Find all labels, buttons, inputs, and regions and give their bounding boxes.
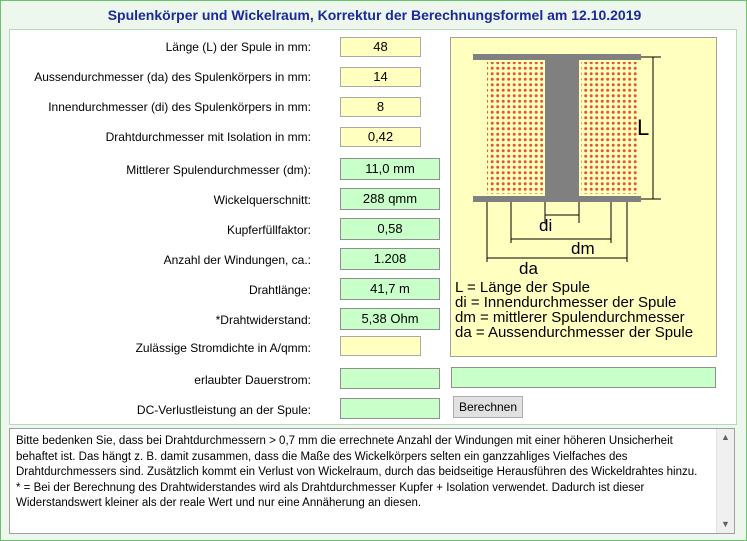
inner-diameter-input[interactable]: 8 [340, 97, 421, 117]
length-input[interactable]: 48 [340, 37, 421, 57]
notes-text: Bitte bedenken Sie, dass bei Drahtdurchm… [16, 434, 706, 512]
outer-diameter-label: Aussendurchmesser (da) des Spulenkörpers… [34, 70, 311, 84]
current-density-label: Zulässige Stromdichte in A/qmm: [135, 341, 311, 355]
permitted-current-output [340, 368, 440, 389]
mean-diameter-label: Mittlerer Spulendurchmesser (dm): [126, 163, 311, 177]
dc-loss-output [340, 398, 440, 419]
mean-diameter-output: 11,0 mm [340, 158, 440, 180]
wire-length-label: Drahtlänge: [248, 283, 311, 297]
permitted-current-extra-output [451, 367, 716, 388]
winding-right [581, 62, 637, 194]
wire-resistance-label: *Drahtwiderstand: [215, 313, 311, 327]
wire-diameter-label: Drahtdurchmesser mit Isolation in mm: [105, 130, 311, 144]
legend-inner-diameter: di = Innendurchmesser der Spule [455, 294, 676, 311]
note-accuracy: Bitte bedenken Sie, dass bei Drahtdurchm… [16, 435, 698, 478]
legend-length: L = Länge der Spule [455, 279, 590, 296]
coil-diagram: L di dm da L = Länge der Spule di = Inne… [450, 37, 717, 357]
turns-output: 1.208 [340, 248, 440, 270]
triangle-up-icon[interactable]: ▲ [721, 432, 730, 442]
wire-resistance-output: 5,38 Ohm [340, 308, 440, 330]
legend-outer-diameter: da = Aussendurchmesser der Spule [455, 324, 693, 341]
winding-area-output: 288 qmm [340, 188, 440, 210]
length-label: Länge (L) der Spule in mm: [165, 40, 311, 54]
dim-label-l: L [637, 115, 649, 140]
legend-mean-diameter: dm = mittlerer Spulendurchmesser [455, 309, 685, 326]
coil-core [545, 60, 579, 196]
coil-drawing: L di dm da L = Länge der Spule di = Inne… [455, 54, 693, 341]
top-flange [473, 54, 641, 60]
winding-left [487, 62, 543, 194]
fill-factor-label: Kupferfüllfaktor: [226, 223, 311, 237]
wire-diameter-input[interactable]: 0,42 [340, 127, 421, 147]
notes-scrollbar[interactable]: ▲ ▼ [716, 429, 734, 533]
current-density-input[interactable] [340, 336, 421, 356]
winding-area-label: Wickelquerschnitt: [213, 193, 311, 207]
permitted-current-label: erlaubter Dauerstrom: [194, 373, 311, 387]
note-resistance: * = Bei der Berechnung des Drahtwidersta… [16, 481, 645, 510]
dim-label-da: da [519, 259, 538, 278]
wire-length-output: 41,7 m [340, 278, 440, 300]
inner-diameter-label: Innendurchmesser (di) des Spulenkörpers … [48, 100, 311, 114]
triangle-down-icon[interactable]: ▼ [721, 519, 730, 529]
page-title: Spulenkörper und Wickelraum, Korrektur d… [107, 7, 642, 23]
notes-textarea[interactable]: Bitte bedenken Sie, dass bei Drahtdurchm… [9, 428, 735, 534]
bottom-flange [473, 196, 641, 202]
dc-loss-label: DC-Verlustleistung an der Spule: [136, 403, 311, 417]
dim-label-di: di [539, 216, 552, 235]
outer-diameter-input[interactable]: 14 [340, 67, 421, 87]
calculate-button[interactable]: Berechnen [453, 396, 523, 418]
turns-label: Anzahl der Windungen, ca.: [163, 253, 311, 267]
fill-factor-output: 0,58 [340, 218, 440, 240]
dim-label-dm: dm [571, 239, 595, 258]
